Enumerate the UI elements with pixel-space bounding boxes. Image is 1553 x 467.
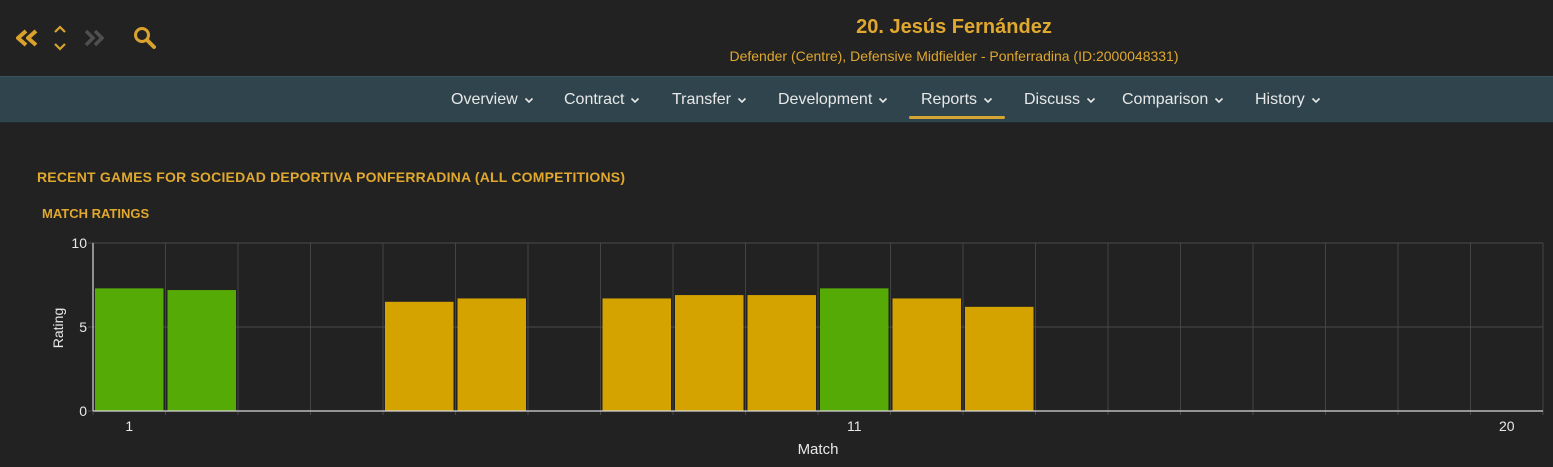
up-down-button[interactable] xyxy=(48,22,72,54)
chart-title: MATCH RATINGS xyxy=(42,206,150,221)
chevron-down-icon xyxy=(737,97,747,104)
tab-reports[interactable]: Reports xyxy=(921,77,993,123)
tab-contract[interactable]: Contract xyxy=(564,77,640,123)
chevron-down-icon xyxy=(879,97,888,104)
y-tick-label: 0 xyxy=(79,403,87,419)
chevron-down-icon xyxy=(1086,97,1096,104)
x-tick-label: 1 xyxy=(125,418,133,434)
tab-history[interactable]: History xyxy=(1255,77,1321,123)
tab-comparison[interactable]: Comparison xyxy=(1122,77,1224,123)
double-chevron-left-icon xyxy=(16,29,38,47)
bar-match-9[interactable] xyxy=(675,295,744,411)
double-chevron-right-icon xyxy=(84,29,105,47)
bar-match-2[interactable] xyxy=(167,290,237,411)
bar-match-13[interactable] xyxy=(965,306,1034,411)
active-tab-indicator xyxy=(909,116,1005,119)
tab-transfer[interactable]: Transfer xyxy=(672,77,747,123)
bar-match-5[interactable] xyxy=(385,301,454,411)
y-tick-label: 5 xyxy=(79,319,87,335)
chevron-down-icon xyxy=(1311,97,1320,104)
chevron-down-icon xyxy=(983,97,993,104)
back-button[interactable] xyxy=(12,22,42,54)
chevron-up-down-icon xyxy=(54,25,66,51)
player-subtitle: Defender (Centre), Defensive Midfielder … xyxy=(729,48,1179,64)
tab-discuss[interactable]: Discuss xyxy=(1024,77,1096,123)
y-axis-label: Rating xyxy=(50,308,66,348)
x-tick-label: 20 xyxy=(1499,418,1515,434)
section-title: RECENT GAMES FOR SOCIEDAD DEPORTIVA PONF… xyxy=(37,169,626,185)
player-name: 20. Jesús Fernández xyxy=(856,16,1052,38)
y-tick-label: 10 xyxy=(71,235,87,251)
tab-bar: Overview Contract Transfer Development R… xyxy=(0,76,1553,123)
bar-match-10[interactable] xyxy=(747,295,817,411)
chart-bars xyxy=(95,288,1034,411)
search-button[interactable] xyxy=(130,22,160,54)
x-tick-label: 11 xyxy=(847,418,862,434)
tab-overview[interactable]: Overview xyxy=(451,77,534,123)
bar-match-8[interactable] xyxy=(602,298,672,411)
search-icon xyxy=(134,27,156,49)
bar-match-1[interactable] xyxy=(95,288,164,411)
player-header: 20. Jesús Fernández Defender (Centre), D… xyxy=(0,0,1553,76)
chevron-down-icon xyxy=(631,97,640,104)
tab-development[interactable]: Development xyxy=(778,77,888,123)
bar-match-11[interactable] xyxy=(820,288,889,411)
x-axis-label: Match xyxy=(798,441,839,458)
bar-match-12[interactable] xyxy=(892,298,962,411)
forward-button[interactable] xyxy=(80,22,108,54)
chevron-down-icon xyxy=(1215,97,1224,104)
bar-match-6[interactable] xyxy=(457,298,527,411)
chevron-down-icon xyxy=(524,97,533,104)
